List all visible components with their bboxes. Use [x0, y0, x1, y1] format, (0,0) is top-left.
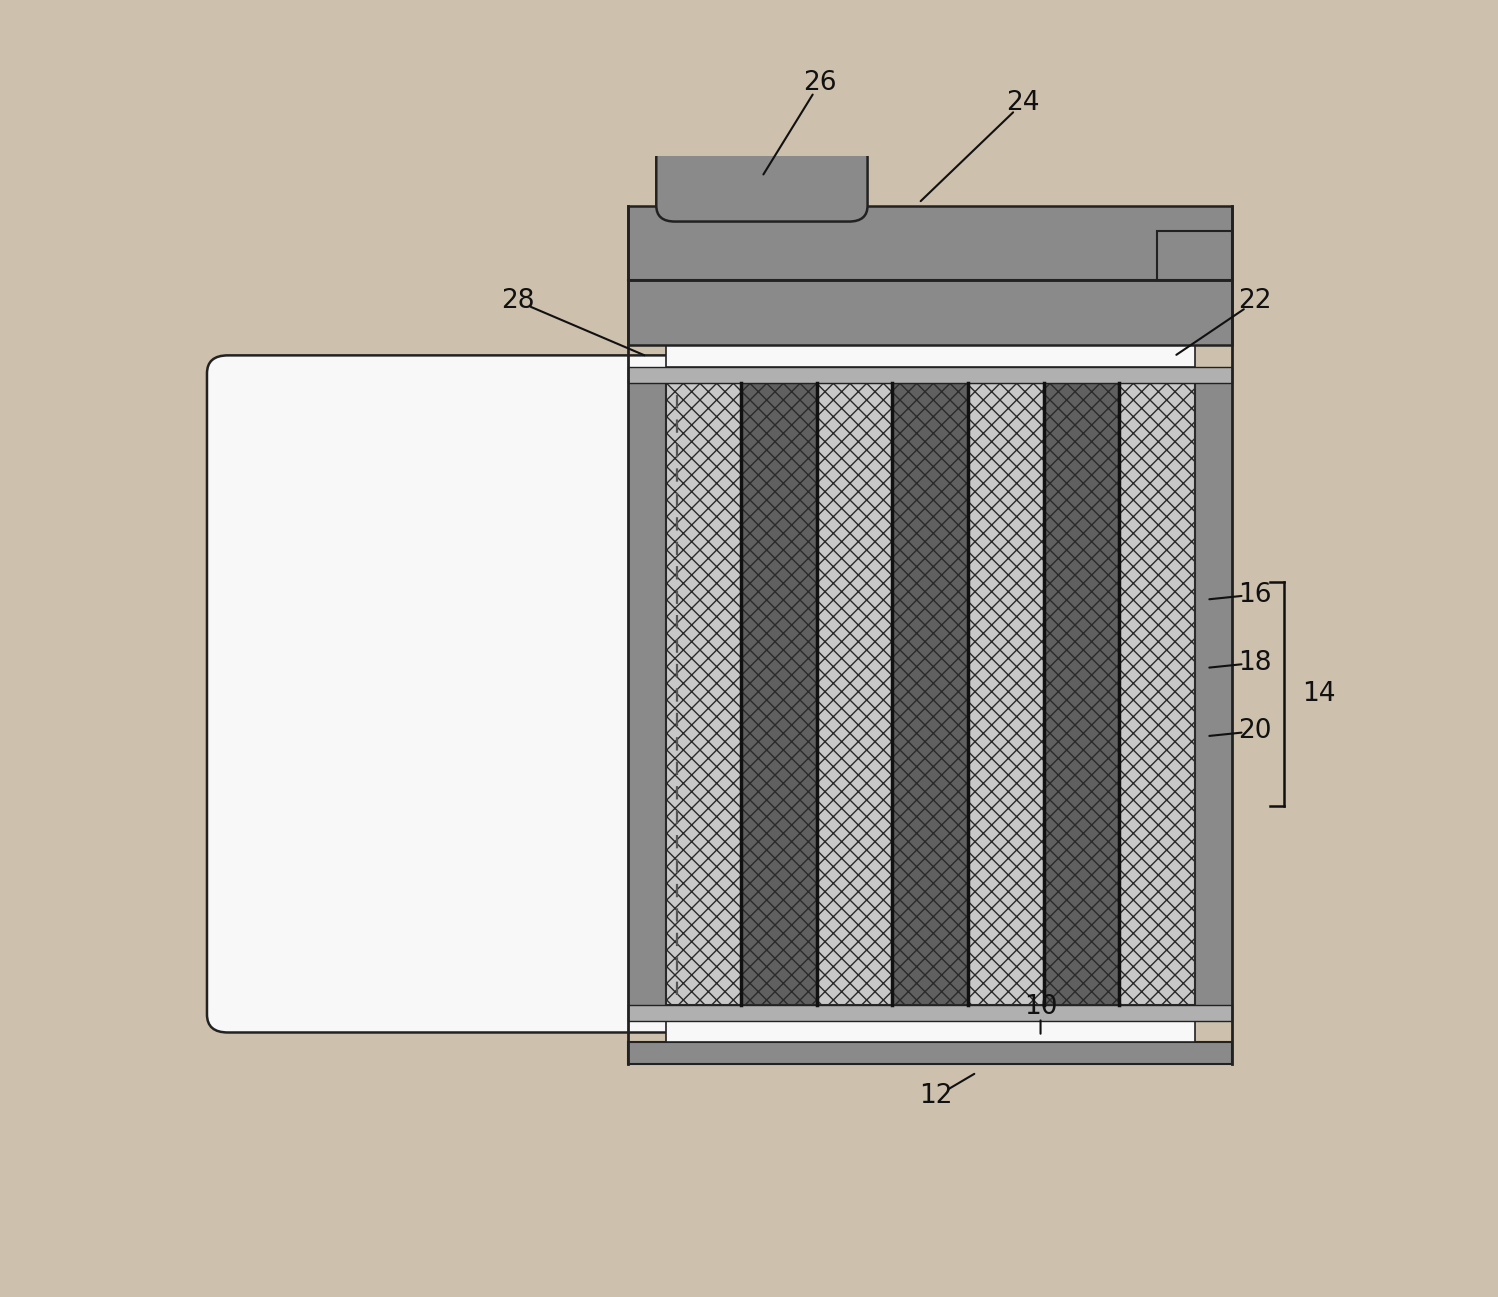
Bar — [665, 345, 1195, 367]
Text: 20: 20 — [1239, 719, 1272, 744]
Text: 28: 28 — [502, 288, 535, 314]
Bar — [665, 1021, 1195, 1043]
Text: 16: 16 — [1239, 581, 1272, 607]
Bar — [629, 280, 1231, 345]
Bar — [629, 367, 1231, 384]
Bar — [629, 206, 1231, 280]
FancyBboxPatch shape — [656, 141, 867, 222]
Bar — [629, 384, 665, 1005]
Text: 18: 18 — [1239, 650, 1272, 676]
Bar — [742, 384, 816, 1005]
Bar — [629, 1005, 1231, 1021]
Bar — [1195, 384, 1231, 1005]
Bar — [893, 384, 968, 1005]
Bar — [629, 1043, 1231, 1065]
FancyBboxPatch shape — [207, 355, 698, 1032]
Bar — [1119, 384, 1195, 1005]
Text: 26: 26 — [803, 70, 837, 96]
Text: 24: 24 — [1007, 89, 1040, 115]
Bar — [665, 384, 1195, 1005]
Text: 22: 22 — [1239, 288, 1272, 314]
Text: 14: 14 — [1302, 681, 1336, 707]
Text: 10: 10 — [1023, 994, 1058, 1019]
Bar — [968, 384, 1044, 1005]
Bar — [665, 384, 742, 1005]
Bar — [665, 384, 1195, 1005]
Bar — [816, 384, 893, 1005]
Bar — [1156, 231, 1231, 280]
Text: 12: 12 — [920, 1083, 953, 1109]
Bar — [1044, 384, 1119, 1005]
